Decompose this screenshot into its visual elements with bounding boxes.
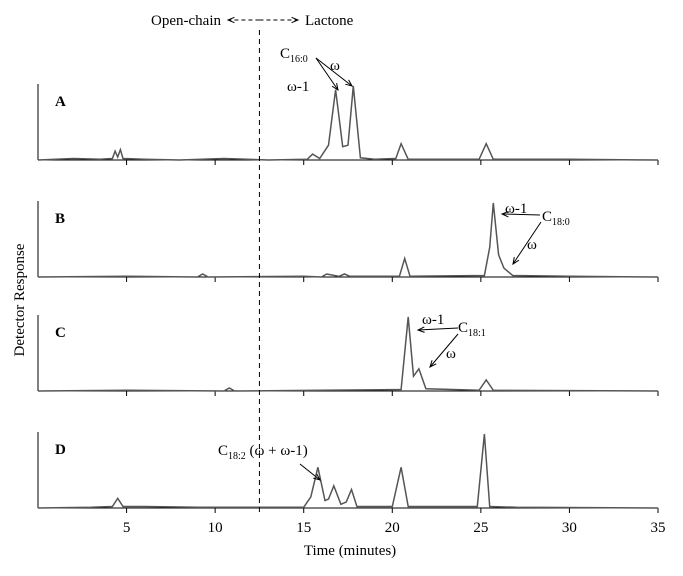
annotation: ω-1 [287,79,309,95]
annotation-subscript: 18:2 [228,451,246,462]
annotation-subscript: 16:0 [290,54,308,65]
arrowhead [291,16,300,24]
annotation-text: C [280,46,290,62]
annotation-text: ω [527,237,537,253]
arrow [429,333,459,368]
y-axis-label: Detector Response [12,243,28,356]
annotation: ω-1 [505,201,527,217]
arrow [315,57,339,91]
arrow [501,213,541,216]
annotation-text: ω [330,58,340,74]
annotation-text: ω-1 [505,201,527,217]
trace [37,85,659,161]
panel-label: C [55,325,66,341]
annotation: ω-1 [422,312,444,328]
trace [37,316,659,392]
annotation-suffix: (ω + ω-1) [246,443,308,459]
x-tick-label: 35 [651,520,666,536]
annotation: ω [527,237,537,253]
trace [37,202,659,278]
arrowhead [500,210,509,218]
annotation: C18:0 [542,209,570,228]
annotation: C16:0 [280,46,308,65]
x-tick-label: 15 [296,520,311,536]
annotation: ω [330,58,340,74]
annotation: C18:1 [458,320,486,339]
arrow [417,327,459,331]
x-tick-label: 5 [123,520,131,536]
arrowhead [313,473,322,481]
x-tick-label: 20 [385,520,400,536]
annotation-text: ω [446,346,456,362]
arrowhead [429,360,437,368]
arrowhead [226,16,235,24]
annotation-text: C [218,443,228,459]
arrowhead [416,326,425,333]
annotation-text: ω-1 [422,312,444,328]
arrowhead [331,83,339,92]
x-tick-label: 10 [208,520,223,536]
annotation-text: C [542,209,552,225]
annotation-text: ω-1 [287,79,309,95]
x-tick-label: 25 [473,520,488,536]
arrowhead [512,257,520,266]
panel-label: B [55,211,65,227]
annotation: ω [446,346,456,362]
divider-left-label: Open-chain [151,13,221,29]
arrow [299,463,321,481]
panel-label: A [55,94,66,110]
annotation-subscript: 18:0 [552,217,570,228]
annotation-subscript: 18:1 [468,328,486,339]
trace [37,433,659,509]
divider-right-label: Lactone [305,13,354,29]
annotation-text: C [458,320,468,336]
x-axis-label: Time (minutes) [304,543,396,559]
annotation: C18:2 (ω + ω-1) [218,443,308,462]
x-tick-label: 30 [562,520,577,536]
arrow [512,221,542,265]
arrowhead [345,79,354,87]
arrow [315,57,353,87]
panel-label: D [55,442,66,458]
